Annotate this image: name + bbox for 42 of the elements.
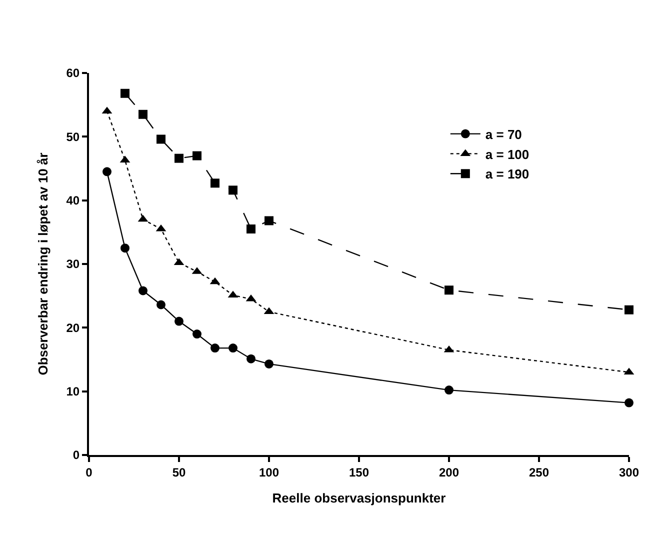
point bbox=[246, 354, 256, 364]
point bbox=[120, 244, 130, 253]
point bbox=[120, 88, 130, 98]
point bbox=[138, 110, 148, 119]
x-tick-label: 0 bbox=[86, 465, 93, 480]
legend-label: a = 100 bbox=[485, 146, 530, 162]
point bbox=[210, 344, 220, 353]
point bbox=[624, 305, 634, 314]
y-tick-label: 10 bbox=[66, 384, 80, 399]
x-tick-label: 250 bbox=[528, 465, 550, 480]
point bbox=[138, 286, 148, 296]
point bbox=[246, 224, 256, 234]
point bbox=[156, 134, 166, 144]
point bbox=[174, 154, 184, 163]
point bbox=[102, 167, 112, 176]
x-tick-label: 100 bbox=[258, 465, 280, 480]
point bbox=[210, 178, 220, 188]
point bbox=[156, 300, 166, 310]
legend-label: a = 70 bbox=[485, 126, 522, 142]
point bbox=[624, 398, 634, 408]
point bbox=[264, 359, 274, 368]
point bbox=[192, 330, 202, 339]
y-tick-label: 0 bbox=[72, 448, 80, 462]
point bbox=[228, 344, 238, 353]
x-tick-label: 150 bbox=[348, 465, 370, 480]
y-tick-label: 20 bbox=[66, 320, 80, 335]
y-axis-title: Observerbar endring i løpet av 10 år bbox=[36, 152, 51, 376]
x-tick-label: 300 bbox=[618, 465, 640, 480]
legend-label: a = 190 bbox=[485, 166, 530, 182]
point bbox=[444, 386, 454, 395]
y-tick-label: 30 bbox=[66, 257, 80, 272]
point bbox=[174, 316, 184, 326]
y-tick-label: 40 bbox=[66, 194, 80, 208]
point bbox=[444, 286, 454, 295]
x-tick-label: 200 bbox=[438, 465, 460, 480]
point bbox=[228, 186, 238, 195]
point bbox=[264, 216, 274, 226]
x-tick-label: 50 bbox=[172, 465, 186, 480]
x-axis-title: Reelle observasjonspunkter bbox=[272, 490, 446, 506]
y-tick-label: 50 bbox=[66, 130, 80, 144]
y-tick-label: 60 bbox=[66, 66, 80, 80]
point bbox=[192, 151, 202, 160]
